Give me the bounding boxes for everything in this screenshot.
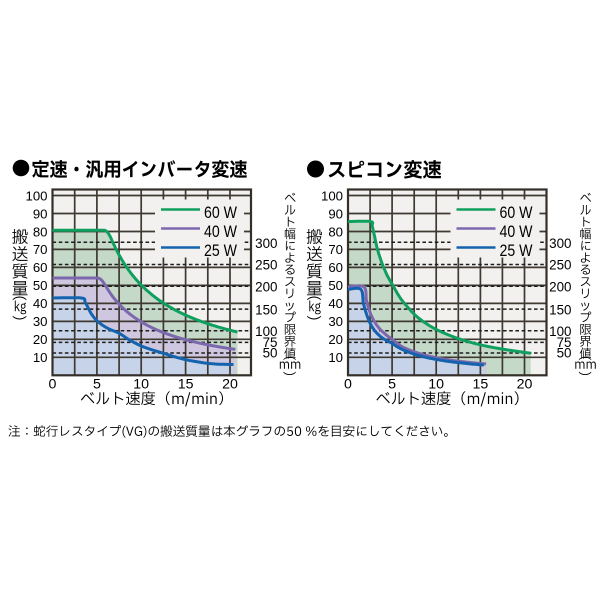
svg-text:200: 200 (255, 280, 277, 295)
svg-text:100: 100 (25, 188, 47, 203)
svg-text:60 W: 60 W (500, 204, 533, 222)
svg-text:200: 200 (549, 280, 571, 295)
svg-text:15: 15 (178, 376, 194, 392)
svg-text:50: 50 (328, 278, 343, 293)
svg-text:90: 90 (328, 206, 343, 221)
svg-text:5: 5 (388, 376, 396, 392)
svg-text:20: 20 (222, 376, 238, 392)
svg-text:250: 250 (549, 258, 571, 273)
svg-text:100: 100 (549, 324, 571, 339)
svg-text:80: 80 (328, 224, 343, 239)
svg-text:75: 75 (557, 335, 572, 350)
svg-text:100: 100 (321, 188, 343, 203)
svg-text:30: 30 (33, 314, 48, 329)
svg-text:10: 10 (428, 376, 444, 392)
svg-text:300: 300 (255, 236, 277, 251)
svg-text:300: 300 (549, 236, 571, 251)
svg-text:10: 10 (133, 376, 149, 392)
svg-text:50: 50 (33, 278, 48, 293)
svg-text:60 W: 60 W (204, 204, 237, 222)
svg-text:0: 0 (49, 376, 57, 392)
svg-text:40 W: 40 W (500, 223, 533, 241)
svg-text:70: 70 (328, 242, 343, 257)
svg-text:20: 20 (33, 332, 48, 347)
svg-text:25 W: 25 W (500, 242, 533, 260)
svg-text:90: 90 (33, 206, 48, 221)
svg-text:30: 30 (328, 314, 343, 329)
svg-text:10: 10 (33, 350, 48, 365)
svg-text:150: 150 (549, 302, 571, 317)
svg-text:70: 70 (33, 242, 48, 257)
svg-text:75: 75 (263, 335, 278, 350)
svg-text:20: 20 (517, 376, 533, 392)
svg-text:50: 50 (557, 346, 572, 361)
svg-text:250: 250 (255, 258, 277, 273)
svg-text:40: 40 (33, 296, 48, 311)
svg-text:50: 50 (263, 346, 278, 361)
svg-text:20: 20 (328, 332, 343, 347)
svg-text:10: 10 (328, 350, 343, 365)
svg-text:25 W: 25 W (204, 242, 237, 260)
svg-text:150: 150 (255, 302, 277, 317)
svg-text:80: 80 (33, 224, 48, 239)
svg-text:40: 40 (328, 296, 343, 311)
svg-text:100: 100 (255, 324, 277, 339)
svg-text:40 W: 40 W (204, 223, 237, 241)
svg-text:0: 0 (344, 376, 352, 392)
svg-text:60: 60 (328, 260, 343, 275)
svg-text:15: 15 (473, 376, 489, 392)
svg-text:5: 5 (93, 376, 101, 392)
svg-text:60: 60 (33, 260, 48, 275)
